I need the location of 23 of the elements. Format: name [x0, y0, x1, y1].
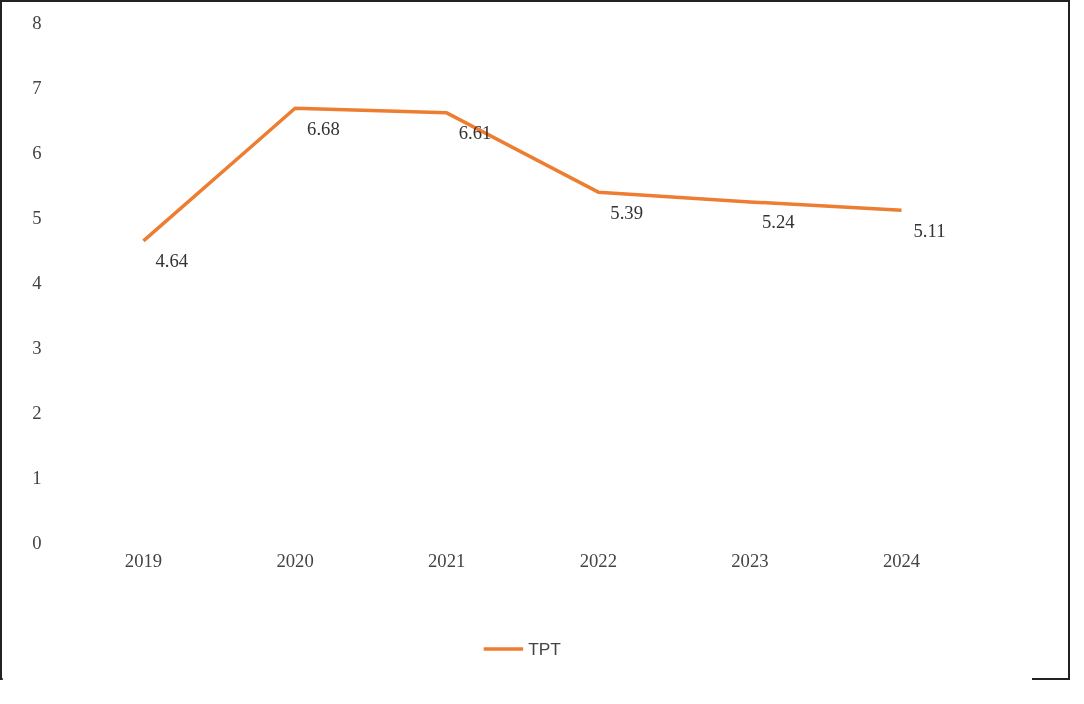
y-tick-label: 1 [32, 467, 42, 488]
y-tick-label: 7 [32, 77, 42, 98]
data-label: 6.61 [458, 122, 492, 144]
x-tick-label: 2019 [124, 549, 163, 571]
legend-label: TPT [528, 638, 561, 659]
data-label: 5.24 [761, 211, 796, 233]
y-tick-label: 2 [32, 402, 42, 423]
x-tick-label: 2021 [428, 549, 466, 571]
x-tick-label: 2022 [579, 549, 617, 571]
y-tick-label: 4 [32, 272, 43, 293]
data-label: 5.39 [610, 201, 643, 223]
x-tick-label: 2023 [731, 549, 769, 571]
data-label: 5.11 [913, 219, 946, 241]
y-tick-label: 5 [32, 207, 42, 228]
y-tick-label: 8 [32, 12, 42, 33]
x-tick-label: 2024 [882, 549, 921, 571]
data-label: 6.68 [307, 117, 340, 139]
data-label: 4.64 [155, 250, 189, 272]
y-tick-label: 0 [32, 532, 42, 553]
y-tick-label: 3 [32, 337, 42, 358]
x-tick-label: 2020 [276, 549, 314, 571]
y-tick-label: 6 [32, 142, 42, 163]
line-series [141, 106, 904, 243]
